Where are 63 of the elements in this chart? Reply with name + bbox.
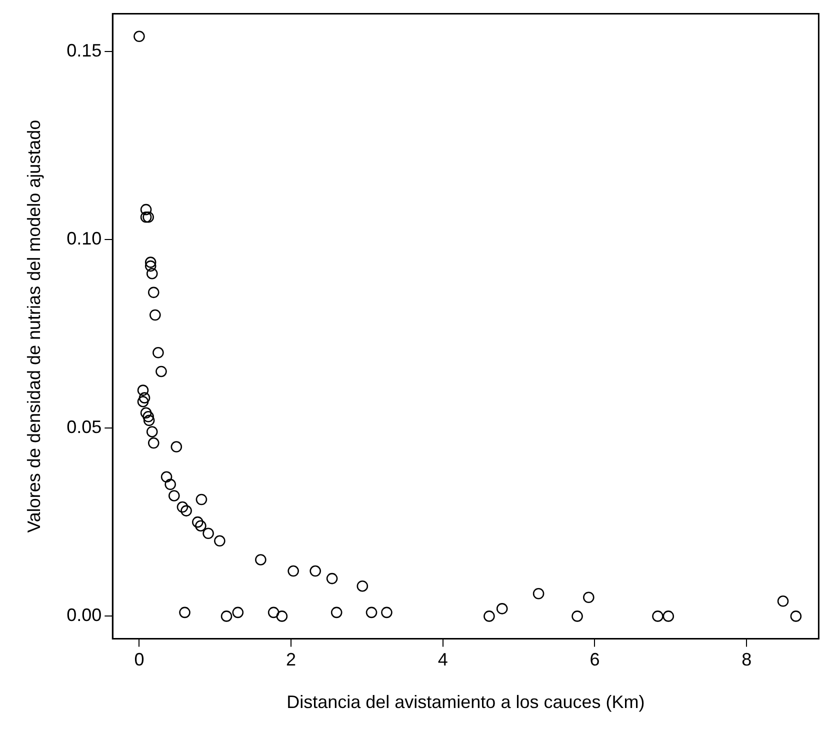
point <box>134 30 145 42</box>
y-tick-label: 0.10 <box>66 228 102 249</box>
point <box>142 411 154 422</box>
point <box>192 516 204 528</box>
point <box>496 603 508 614</box>
point <box>144 260 156 272</box>
point <box>195 520 206 532</box>
x-axis-title: Distancia del avistamiento a los cauces (Km) <box>286 692 645 712</box>
point <box>326 572 338 584</box>
point <box>146 426 158 438</box>
point <box>176 501 188 513</box>
point <box>790 610 802 622</box>
point <box>255 554 266 566</box>
point <box>140 407 152 419</box>
x-tick-label: 8 <box>742 650 752 670</box>
point <box>268 606 280 618</box>
point <box>148 286 160 298</box>
point <box>138 392 150 404</box>
point <box>148 437 160 449</box>
y-tick-label: 0.00 <box>66 605 102 626</box>
point <box>140 211 152 223</box>
point <box>170 441 182 452</box>
point <box>150 309 161 321</box>
point <box>276 610 288 622</box>
point <box>220 610 232 622</box>
point <box>196 494 208 506</box>
x-tick-label: 6 <box>590 650 600 670</box>
x-tick-label: 4 <box>438 650 448 670</box>
point <box>168 490 180 502</box>
x-tick-label: 0 <box>134 650 144 670</box>
point <box>202 528 214 540</box>
point <box>179 606 190 618</box>
point <box>652 610 664 622</box>
point <box>146 268 158 280</box>
point <box>180 505 192 516</box>
point <box>232 606 244 618</box>
x-tick-label: 2 <box>286 650 296 670</box>
point <box>137 396 149 408</box>
point <box>164 478 176 490</box>
point <box>572 610 583 622</box>
point <box>532 588 544 600</box>
point <box>214 535 226 547</box>
point <box>583 592 594 604</box>
y-axis-title: Valores de densidad de nutrias del modelo ajustado <box>24 120 44 533</box>
point <box>310 565 321 577</box>
point <box>366 606 378 618</box>
point <box>140 204 152 216</box>
point <box>484 610 495 622</box>
point <box>381 606 392 618</box>
point <box>152 347 164 358</box>
point <box>662 610 674 622</box>
point <box>137 384 149 396</box>
point <box>356 580 368 592</box>
point <box>330 606 342 618</box>
point <box>156 366 167 378</box>
point <box>288 565 299 577</box>
y-tick-label: 0.15 <box>66 40 102 60</box>
y-tick-label: 0.05 <box>66 416 102 437</box>
point <box>144 256 156 268</box>
point <box>143 414 155 426</box>
point <box>160 471 172 483</box>
point <box>777 596 789 607</box>
point <box>142 211 154 223</box>
